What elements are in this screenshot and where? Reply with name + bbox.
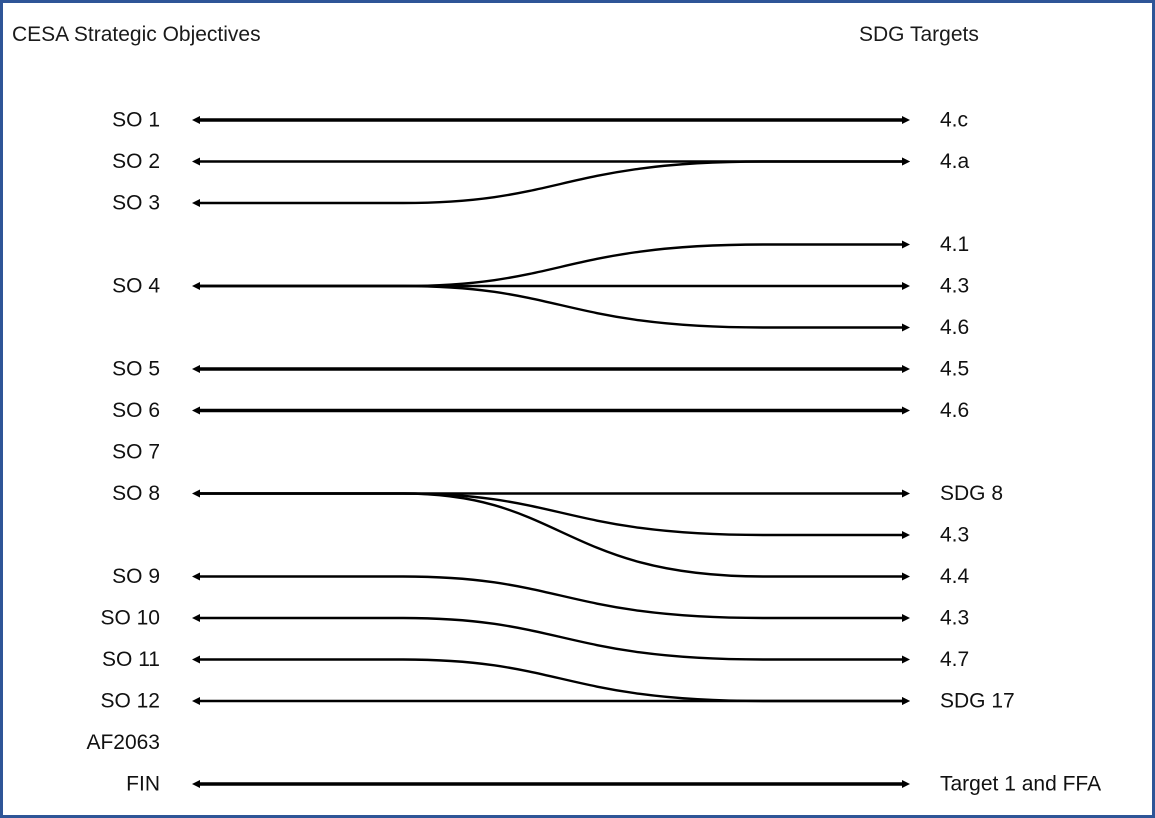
objective-label: SO 6 bbox=[112, 399, 160, 422]
target-label: 4.5 bbox=[940, 358, 969, 381]
target-label: 4.1 bbox=[940, 233, 969, 256]
objective-label: SO 5 bbox=[112, 358, 160, 381]
mapping-arrow bbox=[196, 660, 906, 702]
mapping-arrow bbox=[196, 577, 906, 619]
target-label: 4.3 bbox=[940, 275, 969, 298]
target-label: 4.4 bbox=[940, 565, 970, 588]
objective-label: SO 3 bbox=[112, 192, 160, 215]
objective-label: SO 9 bbox=[112, 565, 160, 588]
mapping-arrow bbox=[196, 245, 906, 287]
target-label: SDG 8 bbox=[940, 482, 1003, 505]
target-label: 4.3 bbox=[940, 607, 969, 630]
objective-label: AF2063 bbox=[86, 731, 160, 754]
mapping-diagram: SO 1 SO 2 SO 3 SO 4 SO 5 SO 6 SO 7 SO 8 SO 9 SO 1… bbox=[3, 3, 1155, 818]
target-label: 4.6 bbox=[940, 316, 969, 339]
mapping-arrow bbox=[196, 618, 906, 660]
target-label: SDG 17 bbox=[940, 690, 1015, 713]
mapping-arrow bbox=[196, 162, 906, 204]
objective-label: SO 11 bbox=[102, 648, 160, 671]
target-label: Target 1 and FFA bbox=[940, 773, 1101, 796]
objective-label: SO 2 bbox=[112, 150, 160, 173]
target-label: 4.7 bbox=[940, 648, 969, 671]
objective-label: SO 12 bbox=[100, 690, 160, 713]
mapping-arrow bbox=[196, 286, 906, 328]
target-label: 4.6 bbox=[940, 399, 969, 422]
target-label: 4.c bbox=[940, 109, 968, 132]
mapping-arrow bbox=[196, 494, 906, 536]
objective-label: SO 10 bbox=[100, 607, 160, 630]
target-label: 4.3 bbox=[940, 524, 969, 547]
objective-label: SO 8 bbox=[112, 482, 160, 505]
objective-label: FIN bbox=[126, 773, 160, 796]
target-label: 4.a bbox=[940, 150, 970, 173]
objective-label: SO 4 bbox=[112, 275, 160, 298]
objective-label: SO 7 bbox=[112, 441, 160, 464]
objective-label: SO 1 bbox=[112, 109, 160, 132]
